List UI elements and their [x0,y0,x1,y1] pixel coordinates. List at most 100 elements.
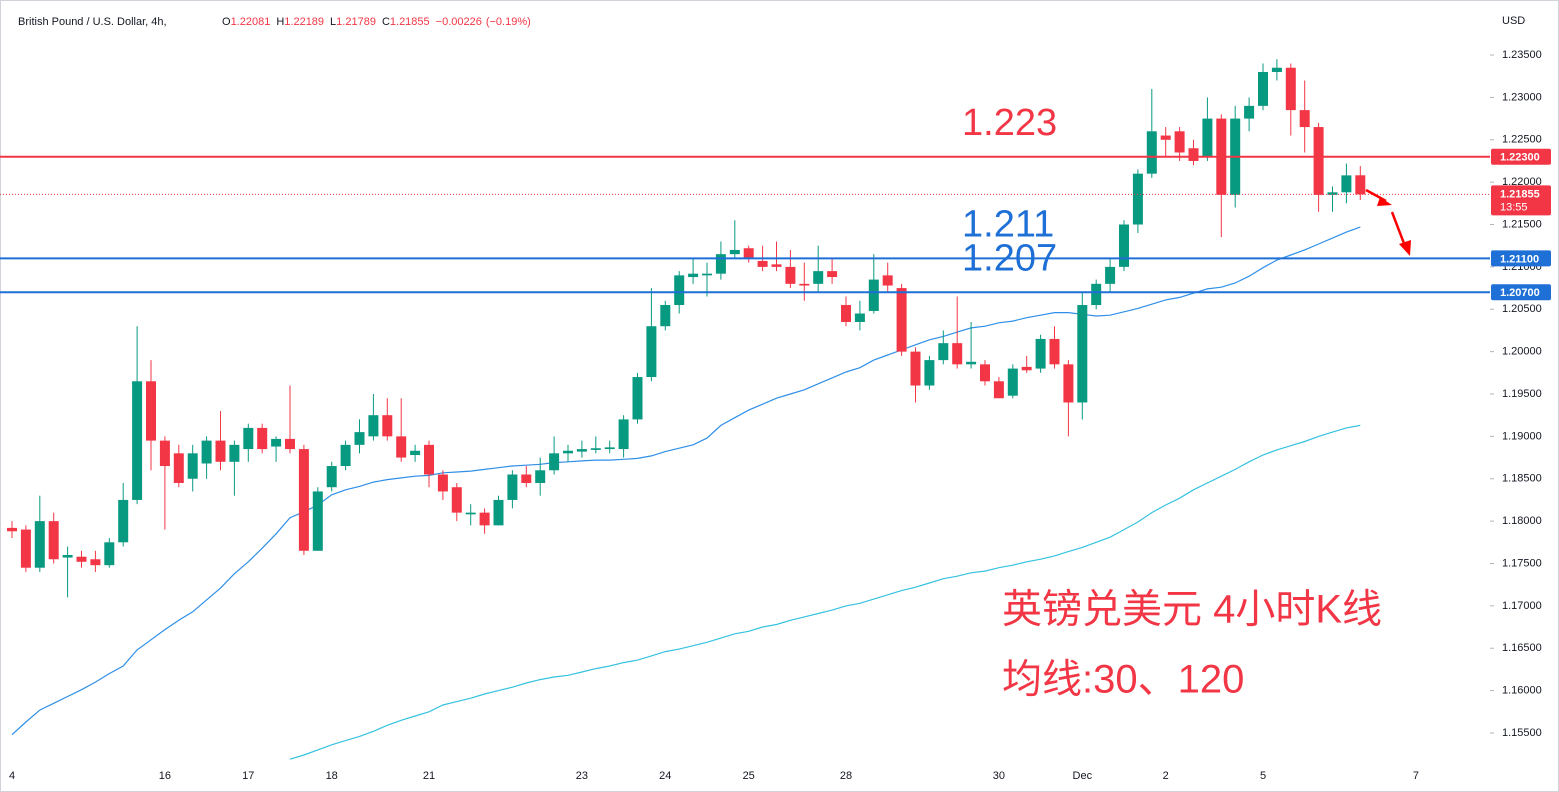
candle-body [424,444,434,475]
ohlc-value: 1.22189 [284,16,324,28]
candle-body [104,542,115,566]
candle-body [743,248,754,259]
candle-body [1327,192,1338,195]
candle-body [702,273,712,276]
candle-body [1258,71,1268,106]
y-tick-label: 1.19500 [1502,388,1542,400]
countdown: 13:55 [1500,201,1528,213]
candle-body [132,381,143,500]
candle-body [771,264,782,267]
x-tick-label: 18 [326,770,338,782]
candle-body [1285,67,1296,111]
currency: USD [1502,15,1525,27]
ohlc-label: H [276,16,284,28]
candle-body [1160,135,1171,140]
candle-body [604,447,615,450]
candle-body [980,364,990,382]
candle-body [507,474,518,500]
level-annotation: 1.223 [962,102,1057,144]
y-tick-label: 1.23500 [1502,49,1542,61]
candle-body [576,449,587,452]
x-tick-label: 16 [159,770,171,782]
candle-body [1049,338,1060,365]
x-tick-label: Dec [1073,770,1093,782]
candle-body [632,377,643,420]
candle-body [159,440,170,467]
last-price-label: 1.21855 [1500,188,1540,200]
arrow-head [1399,240,1411,256]
candle-body [451,487,462,513]
y-tick-label: 1.22500 [1502,134,1542,146]
y-tick-label: 1.17000 [1502,600,1542,612]
x-tick-label: 25 [743,770,755,782]
candle-body [618,419,629,450]
level-annotation: 1.207 [962,237,1057,279]
level-axis-label: 1.21100 [1500,253,1539,265]
candle-body [1119,224,1129,267]
note: 英镑兑美元 4小时K线 [1002,588,1382,632]
level-axis-label: 1.22300 [1500,152,1540,164]
candle-body [882,275,893,286]
candle-body [146,381,156,441]
candle-body [924,360,935,386]
candle-body [340,444,351,467]
y-tick-label: 1.19000 [1502,430,1542,442]
candle-body [229,444,240,462]
candle-body [1299,110,1310,128]
y-tick-label: 1.17500 [1502,557,1542,569]
candle-body [993,381,1004,399]
x-tick-label: 21 [423,770,435,782]
y-tick-label: 1.18000 [1502,515,1542,527]
ohlc-label: C [382,16,390,28]
y-tick-label: 1.22000 [1502,176,1542,188]
candle-body [257,427,268,450]
moving-average [289,424,1361,760]
candle-body [410,450,421,456]
candle-body [1021,366,1032,371]
ohlc-header: O1.22081 H1.22189 L1.21789 C1.21855 −0.00226… [222,16,531,28]
x-tick-label: 4 [9,770,15,782]
candle-body [660,305,671,327]
candle-body [785,266,796,284]
level-axis-box [1491,148,1551,165]
chart-title: British Pound / U.S. Dollar, 4h, [18,16,167,28]
ohlc-value: 1.21789 [336,16,376,28]
candle-body [62,555,73,558]
level-axis-box [1491,284,1551,301]
candle-body [20,529,31,568]
level-axis-box [1491,250,1551,267]
candle-body [326,466,337,488]
y-tick-label: 1.18500 [1502,473,1542,485]
candle-body [479,512,490,526]
candle-body [1202,118,1213,157]
x-tick-label: 5 [1260,770,1266,782]
candle-body [1188,148,1199,161]
x-tick-label: 30 [993,770,1005,782]
candle-body [7,527,17,532]
candle-body [1174,131,1185,153]
candle-body [118,499,129,543]
y-tick-label: 1.15500 [1502,727,1542,739]
candle-body [1035,338,1046,369]
candle-body [1244,105,1255,119]
candle-body [966,361,977,365]
candle-body [715,254,726,274]
candle-body [1077,305,1088,403]
level-axis-label: 1.20700 [1500,287,1540,299]
candle-body [243,427,254,450]
candle-body [285,438,295,450]
candle-body [48,521,59,560]
candle-body [1313,127,1324,195]
candle-body [465,512,476,515]
y-tick-label: 1.16000 [1502,685,1542,697]
level-annotation: 1.211 [962,203,1054,245]
x-tick-label: 2 [1163,770,1169,782]
price-axis: 1.15500 1.16000 1.16500 1.17000 1.17500 1.180… [1490,49,1542,739]
candle-body [90,559,101,566]
candle-body [1091,283,1102,306]
candle-body [1132,173,1143,225]
last-price-box [1491,185,1551,216]
change-pct: (−0.19%) [486,16,531,28]
candle-body [646,326,657,378]
